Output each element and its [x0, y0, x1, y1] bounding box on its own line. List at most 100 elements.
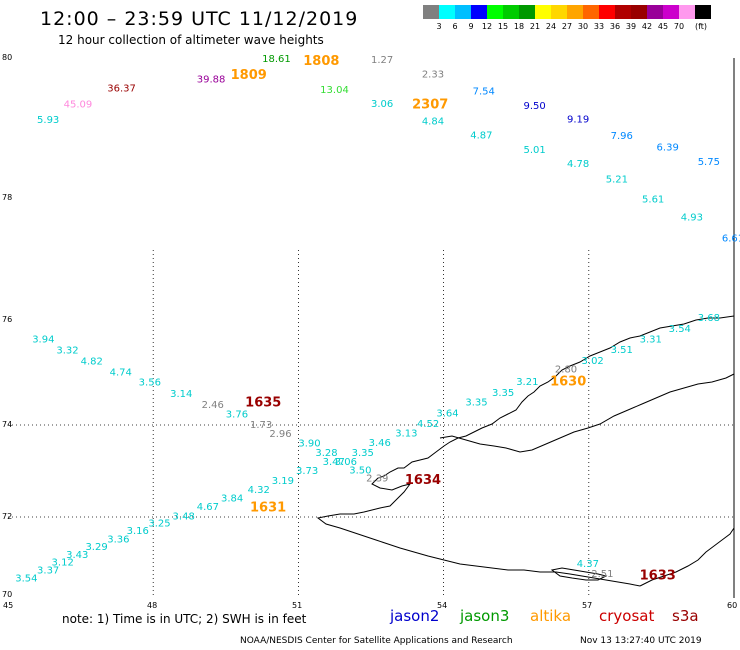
wave-height-value: 6.39: [657, 142, 679, 153]
colorbar-label: 9: [468, 22, 474, 31]
colorbar-label: 21: [529, 22, 541, 31]
wave-height-value: 1.73: [250, 420, 272, 431]
wave-height-value: 3.54: [15, 573, 37, 584]
lat-label: 72: [2, 512, 13, 521]
colorbar-swatch: [695, 5, 711, 19]
novaya-zemlya-north-coast: [377, 315, 735, 479]
colorbar-label: 18: [513, 22, 525, 31]
lat-label: 76: [2, 315, 13, 324]
wave-height-value: 4.84: [422, 117, 444, 128]
lon-label: 60: [727, 601, 738, 610]
wave-height-value: 5.75: [698, 157, 720, 168]
colorbar-swatch: [567, 5, 583, 19]
wave-height-value: 2.51: [591, 569, 613, 580]
colorbar-swatch: [423, 5, 439, 19]
wave-height-value: 2.39: [366, 474, 388, 485]
pass-time-label: 1633: [640, 568, 676, 583]
lon-label: 51: [292, 601, 303, 610]
wave-height-value: 4.32: [248, 485, 270, 496]
colorbar-swatch: [455, 5, 471, 19]
pass-time-label: 1808: [303, 54, 339, 69]
colorbar-swatch: [631, 5, 647, 19]
credit-line: NOAA/NESDIS Center for Satellite Applica…: [240, 636, 513, 646]
colorbar-label: 27: [561, 22, 573, 31]
colorbar-label: 33: [593, 22, 605, 31]
colorbar-swatch: [519, 5, 535, 19]
page-subtitle: 12 hour collection of altimeter wave hei…: [58, 33, 324, 47]
wave-height-value: 3.35: [352, 448, 374, 459]
wave-height-value: 36.37: [107, 84, 136, 95]
novaya-zemlya-south-coast: [316, 477, 641, 587]
wave-height-value: 6.61: [722, 233, 740, 244]
wave-height-value: 3.29: [85, 542, 107, 553]
wave-height-value: 3.31: [640, 335, 662, 346]
timestamp: Nov 13 13:27:40 UTC 2019: [580, 636, 702, 646]
wave-height-value: 3.35: [492, 388, 514, 399]
wave-height-value: 5.61: [642, 194, 664, 205]
wave-height-value: 3.21: [516, 377, 538, 388]
colorbar-swatch: [471, 5, 487, 19]
colorbar-swatch: [551, 5, 567, 19]
wave-height-value: 2.33: [422, 70, 444, 81]
lat-label: 74: [2, 420, 13, 429]
footer-note: note: 1) Time is in UTC; 2) SWH is in fe…: [62, 612, 307, 626]
wave-height-value: 3.90: [298, 439, 320, 450]
wave-height-value: 3.28: [315, 448, 337, 459]
wave-height-value: 3.84: [221, 493, 243, 504]
wave-height-value: 45.09: [64, 100, 93, 111]
legend-jason3: jason3: [460, 607, 510, 625]
wave-height-value: 18.61: [262, 54, 291, 65]
wave-height-value: 3.76: [226, 410, 248, 421]
wave-height-value: 5.93: [37, 115, 59, 126]
wave-height-value: 3.19: [272, 476, 294, 487]
wave-height-value: 7.54: [473, 86, 495, 97]
pass-time-label: 2307: [412, 97, 448, 112]
wave-height-value: 3.54: [669, 324, 691, 335]
wave-height-value: 3.94: [32, 335, 54, 346]
wave-height-value: 2.96: [269, 429, 291, 440]
colorbar-label: 30: [577, 22, 589, 31]
wave-height-value: 3.73: [296, 466, 318, 477]
wave-height-value: 3.06: [335, 457, 357, 468]
pass-time-label: 1631: [250, 500, 286, 515]
wave-height-value: 39.88: [197, 75, 226, 86]
colorbar-swatch: [535, 5, 551, 19]
colorbar-label: 6: [452, 22, 458, 31]
mainland-coast: [639, 527, 735, 587]
wave-height-value: 7.96: [611, 131, 633, 142]
colorbar-swatch: [583, 5, 599, 19]
lon-label: 57: [582, 601, 593, 610]
wave-height-value: 3.56: [139, 378, 161, 389]
pass-time-label: 1635: [245, 396, 281, 411]
wave-height-value: 3.06: [371, 99, 393, 110]
colorbar-label: 24: [545, 22, 557, 31]
colorbar-label: 15: [497, 22, 509, 31]
wave-height-value: 3.02: [582, 356, 604, 367]
legend-cryosat: cryosat: [599, 607, 655, 625]
lat-label: 80: [2, 53, 13, 62]
graticule: [8, 58, 735, 598]
colorbar-swatch: [599, 5, 615, 19]
wave-height-value: 3.48: [173, 511, 195, 522]
wave-height-value: 3.64: [436, 409, 458, 420]
wave-height-value: 3.68: [698, 313, 720, 324]
pass-time-label: 1630: [550, 375, 586, 390]
colorbar-label: 12: [481, 22, 493, 31]
wave-height-value: 1.27: [371, 55, 393, 66]
wave-height-value: 4.67: [197, 502, 219, 513]
colorbar-swatch: [663, 5, 679, 19]
legend-altika: altika: [530, 607, 572, 625]
wave-height-value: 13.04: [320, 85, 349, 96]
page-title: 12:00 – 23:59 UTC 11/12/2019: [40, 8, 359, 30]
wave-height-value: 5.01: [523, 145, 545, 156]
wave-height-value: 3.13: [395, 429, 417, 440]
wave-height-value: 3.16: [127, 526, 149, 537]
colorbar-label: 45: [657, 22, 669, 31]
wave-height-value: 4.37: [577, 559, 599, 570]
wave-height-value: 3.12: [52, 557, 74, 568]
colorbar-label: 3: [436, 22, 442, 31]
legend-s3a: s3a: [672, 607, 699, 625]
wave-height-value: 3.50: [349, 465, 371, 476]
colorbar-label: 39: [625, 22, 637, 31]
